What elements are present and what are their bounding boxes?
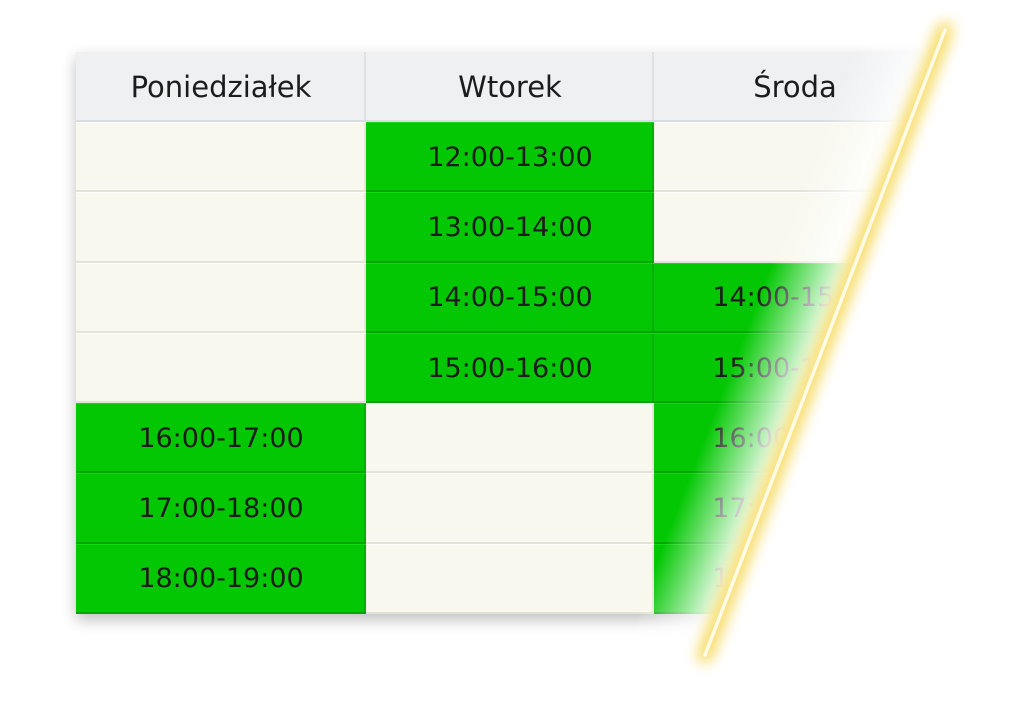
time-slot-booked[interactable]: 15:00-16:00 bbox=[654, 332, 936, 404]
time-slot-booked[interactable]: 18:00-19:00 bbox=[654, 543, 936, 615]
time-slot-booked[interactable]: 17:00-18:00 bbox=[654, 473, 936, 544]
day-header: Wtorek bbox=[366, 52, 654, 122]
time-slot-booked[interactable]: 14:00-15:00 bbox=[366, 262, 654, 333]
day-column: Wtorek 12:00-13:00 13:00-14:00 14:00-15:00 1… bbox=[366, 52, 654, 615]
day-header: Poniedziałek bbox=[76, 52, 366, 122]
time-slot-booked[interactable]: 16:00-17:00 bbox=[654, 403, 936, 474]
time-slot-empty[interactable] bbox=[366, 543, 654, 615]
time-slot-booked[interactable]: 13:00-14:00 bbox=[366, 192, 654, 263]
day-column: Poniedziałek 16:00-17:00 17:00-18:00 18:00-… bbox=[76, 52, 366, 615]
day-header: Środa bbox=[654, 52, 936, 122]
time-slot-empty[interactable] bbox=[76, 122, 366, 193]
time-slot-empty[interactable] bbox=[654, 192, 936, 263]
time-slot-empty[interactable] bbox=[76, 262, 366, 333]
time-slot-booked[interactable]: 16:00-17:00 bbox=[76, 403, 366, 474]
time-slot-empty[interactable] bbox=[366, 473, 654, 544]
time-slot-empty[interactable] bbox=[366, 403, 654, 474]
time-slot-booked[interactable]: 12:00-13:00 bbox=[366, 122, 654, 193]
time-slot-booked[interactable]: 18:00-19:00 bbox=[76, 543, 366, 615]
time-slot-booked[interactable]: 17:00-18:00 bbox=[76, 473, 366, 544]
schedule-table: Poniedziałek 16:00-17:00 17:00-18:00 18:00-… bbox=[76, 52, 936, 615]
time-slot-empty[interactable] bbox=[76, 192, 366, 263]
time-slot-empty[interactable] bbox=[76, 332, 366, 404]
time-slot-empty[interactable] bbox=[654, 122, 936, 193]
time-slot-booked[interactable]: 15:00-16:00 bbox=[366, 332, 654, 404]
day-column: Środa 14:00-15:00 15:00-16:00 16:00-17:00 17… bbox=[654, 52, 936, 615]
time-slot-booked[interactable]: 14:00-15:00 bbox=[654, 262, 936, 333]
